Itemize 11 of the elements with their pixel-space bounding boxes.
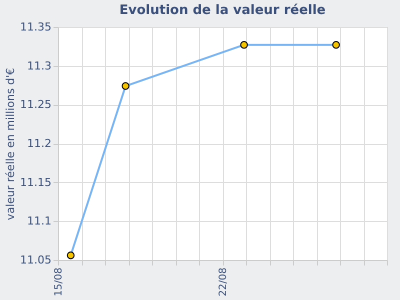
y-tick-label: 11.3: [27, 59, 52, 72]
y-tick-label: 11.05: [20, 254, 52, 266]
x-tick-label: 15/08: [54, 268, 64, 296]
y-tick-label: 11.25: [20, 98, 52, 112]
y-axis-title: valeur réelle en millions d'€: [4, 68, 18, 220]
y-tick-label: 11.1: [27, 214, 52, 228]
y-tick-label: 11.15: [20, 176, 52, 189]
x-tick-label: 22/08: [218, 268, 229, 296]
y-tick-label: 11.2: [27, 137, 52, 150]
chart-title: Evolution de la valeur réelle: [119, 3, 326, 18]
y-tick-label: 11.35: [20, 20, 52, 34]
